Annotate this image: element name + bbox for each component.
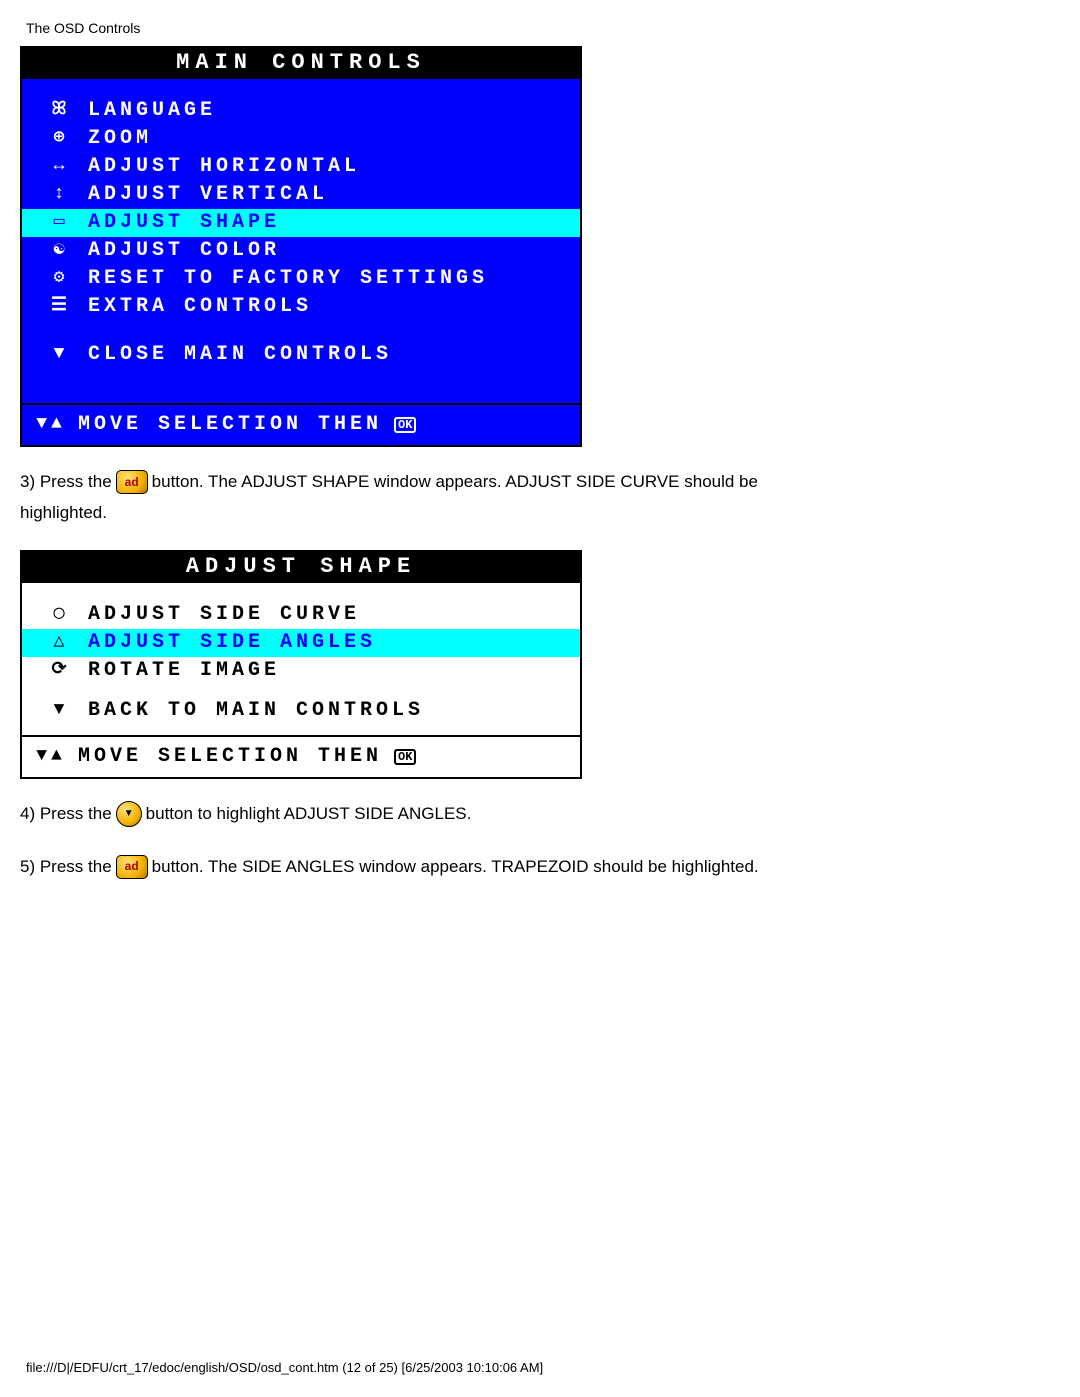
- instruction-text: button to highlight ADJUST SIDE ANGLES.: [146, 799, 472, 830]
- menu-item-side-angles[interactable]: △ ADJUST SIDE ANGLES: [22, 629, 580, 657]
- footer-label: MOVE SELECTION THEN: [78, 412, 382, 438]
- menu-item-back[interactable]: ▼ BACK TO MAIN CONTROLS: [22, 697, 580, 725]
- menu-item-side-curve[interactable]: ◯ ADJUST SIDE CURVE: [22, 601, 580, 629]
- footer-hint: ▼▲ MOVE SELECTION THEN OK: [22, 411, 580, 439]
- menu-label: ADJUST SIDE CURVE: [88, 602, 360, 628]
- horizontal-icon: ↔: [44, 155, 78, 178]
- menu-label: LANGUAGE: [88, 98, 216, 124]
- menu-item-close[interactable]: ▼ CLOSE MAIN CONTROLS: [22, 341, 580, 369]
- menu-label: BACK TO MAIN CONTROLS: [88, 698, 424, 724]
- footer-hint: ▼▲ MOVE SELECTION THEN OK: [22, 743, 580, 771]
- main-controls-body: ꕤ LANGUAGE ⊕ ZOOM ↔ ADJUST HORIZONTAL ↕ …: [22, 79, 580, 445]
- menu-item-adjust-shape[interactable]: ▭ ADJUST SHAPE: [22, 209, 580, 237]
- instruction-text: 3) Press the: [20, 467, 112, 498]
- instruction-text: 4) Press the: [20, 799, 112, 830]
- zoom-icon: ⊕: [44, 127, 78, 150]
- footer-label: MOVE SELECTION THEN: [78, 744, 382, 770]
- menu-label: ROTATE IMAGE: [88, 658, 280, 684]
- vertical-icon: ↕: [44, 183, 78, 206]
- menu-label: EXTRA CONTROLS: [88, 294, 312, 320]
- close-icon: ▼: [44, 343, 78, 366]
- adjust-shape-body: ◯ ADJUST SIDE CURVE △ ADJUST SIDE ANGLES…: [22, 583, 580, 777]
- page-header: The OSD Controls: [26, 20, 1060, 36]
- color-icon: ☯: [44, 239, 78, 262]
- instruction-text: button. The ADJUST SHAPE window appears.…: [152, 467, 758, 498]
- ok-icon: OK: [394, 417, 416, 433]
- reset-icon: ⚙: [44, 267, 78, 290]
- menu-label: ADJUST SIDE ANGLES: [88, 630, 376, 656]
- menu-label: ADJUST COLOR: [88, 238, 280, 264]
- menu-label: RESET TO FACTORY SETTINGS: [88, 266, 488, 292]
- side-curve-icon: ◯: [44, 603, 78, 626]
- menu-label: ZOOM: [88, 126, 152, 152]
- side-angles-icon: △: [44, 631, 78, 654]
- down-button-icon: ▼: [116, 801, 142, 827]
- menu-label: CLOSE MAIN CONTROLS: [88, 342, 392, 368]
- instruction-text: 5) Press the: [20, 852, 112, 883]
- ok-button-icon: ad: [116, 470, 148, 494]
- page-footer: file:///D|/EDFU/crt_17/edoc/english/OSD/…: [26, 1360, 543, 1375]
- spacer: [22, 369, 580, 389]
- menu-item-rotate-image[interactable]: ⟳ ROTATE IMAGE: [22, 657, 580, 685]
- main-controls-title: MAIN CONTROLS: [22, 48, 580, 79]
- spacer: [22, 685, 580, 697]
- menu-item-adjust-horizontal[interactable]: ↔ ADJUST HORIZONTAL: [22, 153, 580, 181]
- main-controls-footer: ▼▲ MOVE SELECTION THEN OK: [22, 403, 580, 439]
- shape-icon: ▭: [44, 211, 78, 234]
- menu-item-extra[interactable]: ☰ EXTRA CONTROLS: [22, 293, 580, 321]
- menu-item-adjust-color[interactable]: ☯ ADJUST COLOR: [22, 237, 580, 265]
- instruction-step-3: 3) Press the ad button. The ADJUST SHAPE…: [20, 467, 1060, 528]
- menu-item-adjust-vertical[interactable]: ↕ ADJUST VERTICAL: [22, 181, 580, 209]
- menu-item-reset[interactable]: ⚙ RESET TO FACTORY SETTINGS: [22, 265, 580, 293]
- language-icon: ꕤ: [44, 99, 78, 122]
- adjust-shape-footer: ▼▲ MOVE SELECTION THEN OK: [22, 735, 580, 771]
- adjust-shape-window: ADJUST SHAPE ◯ ADJUST SIDE CURVE △ ADJUS…: [20, 550, 582, 779]
- ok-button-icon: ad: [116, 855, 148, 879]
- spacer: [22, 321, 580, 341]
- menu-label: ADJUST HORIZONTAL: [88, 154, 360, 180]
- instruction-text: highlighted.: [20, 498, 1060, 529]
- instruction-step-4: 4) Press the ▼ button to highlight ADJUS…: [20, 799, 1060, 830]
- back-icon: ▼: [44, 699, 78, 722]
- instruction-text: button. The SIDE ANGLES window appears. …: [152, 852, 759, 883]
- arrows-icon: ▼▲: [34, 745, 68, 768]
- menu-label: ADJUST VERTICAL: [88, 182, 328, 208]
- menu-item-zoom[interactable]: ⊕ ZOOM: [22, 125, 580, 153]
- ok-icon: OK: [394, 749, 416, 765]
- menu-label: ADJUST SHAPE: [88, 210, 280, 236]
- menu-item-language[interactable]: ꕤ LANGUAGE: [22, 97, 580, 125]
- extra-icon: ☰: [44, 295, 78, 318]
- adjust-shape-title: ADJUST SHAPE: [22, 552, 580, 583]
- rotate-icon: ⟳: [44, 659, 78, 682]
- arrows-icon: ▼▲: [34, 413, 68, 436]
- instruction-step-5: 5) Press the ad button. The SIDE ANGLES …: [20, 852, 1060, 883]
- main-controls-window: MAIN CONTROLS ꕤ LANGUAGE ⊕ ZOOM ↔ ADJUST…: [20, 46, 582, 447]
